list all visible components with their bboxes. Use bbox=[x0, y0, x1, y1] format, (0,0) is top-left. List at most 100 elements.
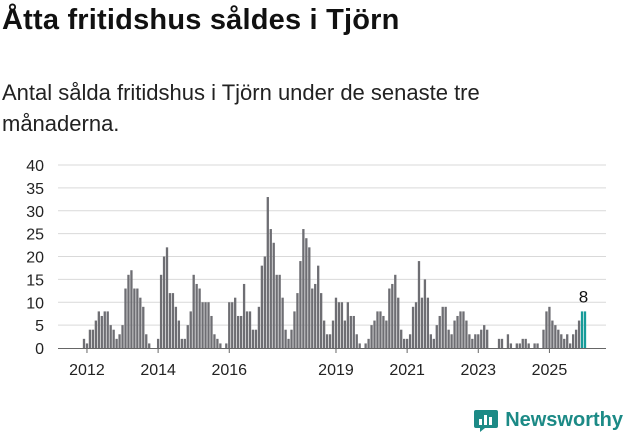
bar bbox=[239, 315, 243, 348]
bar bbox=[272, 242, 275, 348]
bar bbox=[429, 334, 432, 348]
bar bbox=[411, 306, 415, 348]
bar bbox=[287, 338, 290, 348]
bar bbox=[518, 343, 521, 348]
bar bbox=[186, 325, 189, 349]
x-tick-label: 2019 bbox=[318, 362, 354, 379]
bar bbox=[248, 311, 252, 348]
bar bbox=[569, 343, 572, 348]
bar bbox=[447, 329, 450, 348]
bar bbox=[480, 329, 483, 348]
brand-name: Newsworthy bbox=[505, 408, 623, 431]
bar bbox=[477, 334, 480, 348]
bar bbox=[91, 329, 95, 348]
bar bbox=[527, 343, 530, 348]
y-tick-label: 5 bbox=[35, 318, 44, 335]
bar bbox=[245, 311, 249, 348]
bar bbox=[397, 297, 400, 348]
bar bbox=[414, 302, 418, 348]
bar bbox=[322, 320, 326, 348]
bar bbox=[367, 338, 370, 348]
bar bbox=[237, 315, 240, 348]
bar bbox=[574, 329, 578, 348]
y-tick-label: 35 bbox=[26, 181, 44, 198]
bar bbox=[388, 288, 391, 348]
bar bbox=[127, 274, 130, 348]
bar bbox=[263, 256, 266, 348]
newsworthy-logo-icon bbox=[474, 410, 499, 432]
bars bbox=[82, 197, 587, 349]
bar bbox=[583, 311, 587, 348]
bar bbox=[400, 329, 403, 348]
bar bbox=[426, 297, 430, 348]
bar bbox=[376, 311, 379, 348]
bar bbox=[438, 315, 441, 348]
bar bbox=[296, 293, 299, 348]
x-tick-label: 2012 bbox=[69, 362, 105, 379]
bar bbox=[257, 306, 261, 348]
bar bbox=[103, 311, 106, 348]
bar bbox=[509, 343, 513, 348]
bar bbox=[225, 343, 228, 348]
bar bbox=[373, 320, 376, 348]
bar bbox=[370, 325, 373, 349]
bar bbox=[459, 311, 462, 348]
y-axis-labels: 0 5 10 15 20 25 30 35 40 bbox=[26, 158, 44, 358]
bar bbox=[352, 315, 355, 348]
bar bbox=[486, 329, 489, 348]
bar bbox=[506, 334, 510, 348]
bar bbox=[423, 279, 427, 349]
annotations: 8 bbox=[579, 287, 588, 306]
bar bbox=[85, 343, 89, 348]
bar bbox=[320, 293, 323, 348]
bar bbox=[136, 288, 139, 348]
bar bbox=[106, 311, 109, 348]
x-tick-label: 2016 bbox=[211, 362, 247, 379]
bar bbox=[204, 302, 207, 348]
bar bbox=[156, 338, 160, 348]
bar bbox=[408, 334, 412, 348]
bar bbox=[145, 334, 148, 348]
chart-title: Åtta fritidshus såldes i Tjörn bbox=[2, 4, 400, 36]
bar bbox=[216, 338, 219, 348]
bar bbox=[260, 265, 264, 348]
bar bbox=[234, 297, 237, 348]
grid-lines bbox=[58, 164, 606, 326]
bar bbox=[97, 311, 100, 348]
bar bbox=[133, 288, 136, 348]
bar bbox=[545, 311, 548, 348]
bar bbox=[275, 274, 278, 348]
bar bbox=[201, 302, 204, 348]
bar bbox=[358, 343, 361, 348]
bar bbox=[471, 338, 474, 348]
x-tick-label: 2023 bbox=[460, 362, 496, 379]
bar bbox=[548, 306, 551, 348]
bar bbox=[331, 320, 335, 348]
bar bbox=[278, 274, 281, 348]
y-tick-label: 25 bbox=[26, 227, 44, 244]
bar bbox=[121, 325, 124, 349]
bar bbox=[379, 311, 382, 348]
bar bbox=[139, 297, 142, 348]
bar bbox=[453, 320, 456, 348]
bar bbox=[293, 311, 296, 348]
bar bbox=[210, 315, 213, 348]
bar bbox=[364, 343, 367, 348]
bar bbox=[254, 329, 258, 348]
bar bbox=[557, 329, 560, 348]
bar bbox=[420, 297, 424, 348]
bar bbox=[417, 261, 421, 348]
bar bbox=[524, 338, 527, 348]
bar bbox=[468, 334, 471, 348]
bar bbox=[192, 274, 195, 348]
bar bbox=[251, 329, 255, 348]
bar bbox=[159, 274, 163, 348]
bar bbox=[207, 302, 210, 348]
bar bbox=[100, 315, 103, 348]
y-tick-label: 0 bbox=[35, 341, 44, 358]
bar bbox=[566, 334, 569, 348]
bar bbox=[317, 265, 320, 348]
bar bbox=[385, 320, 388, 348]
bar bbox=[266, 197, 269, 348]
bar bbox=[183, 338, 186, 348]
